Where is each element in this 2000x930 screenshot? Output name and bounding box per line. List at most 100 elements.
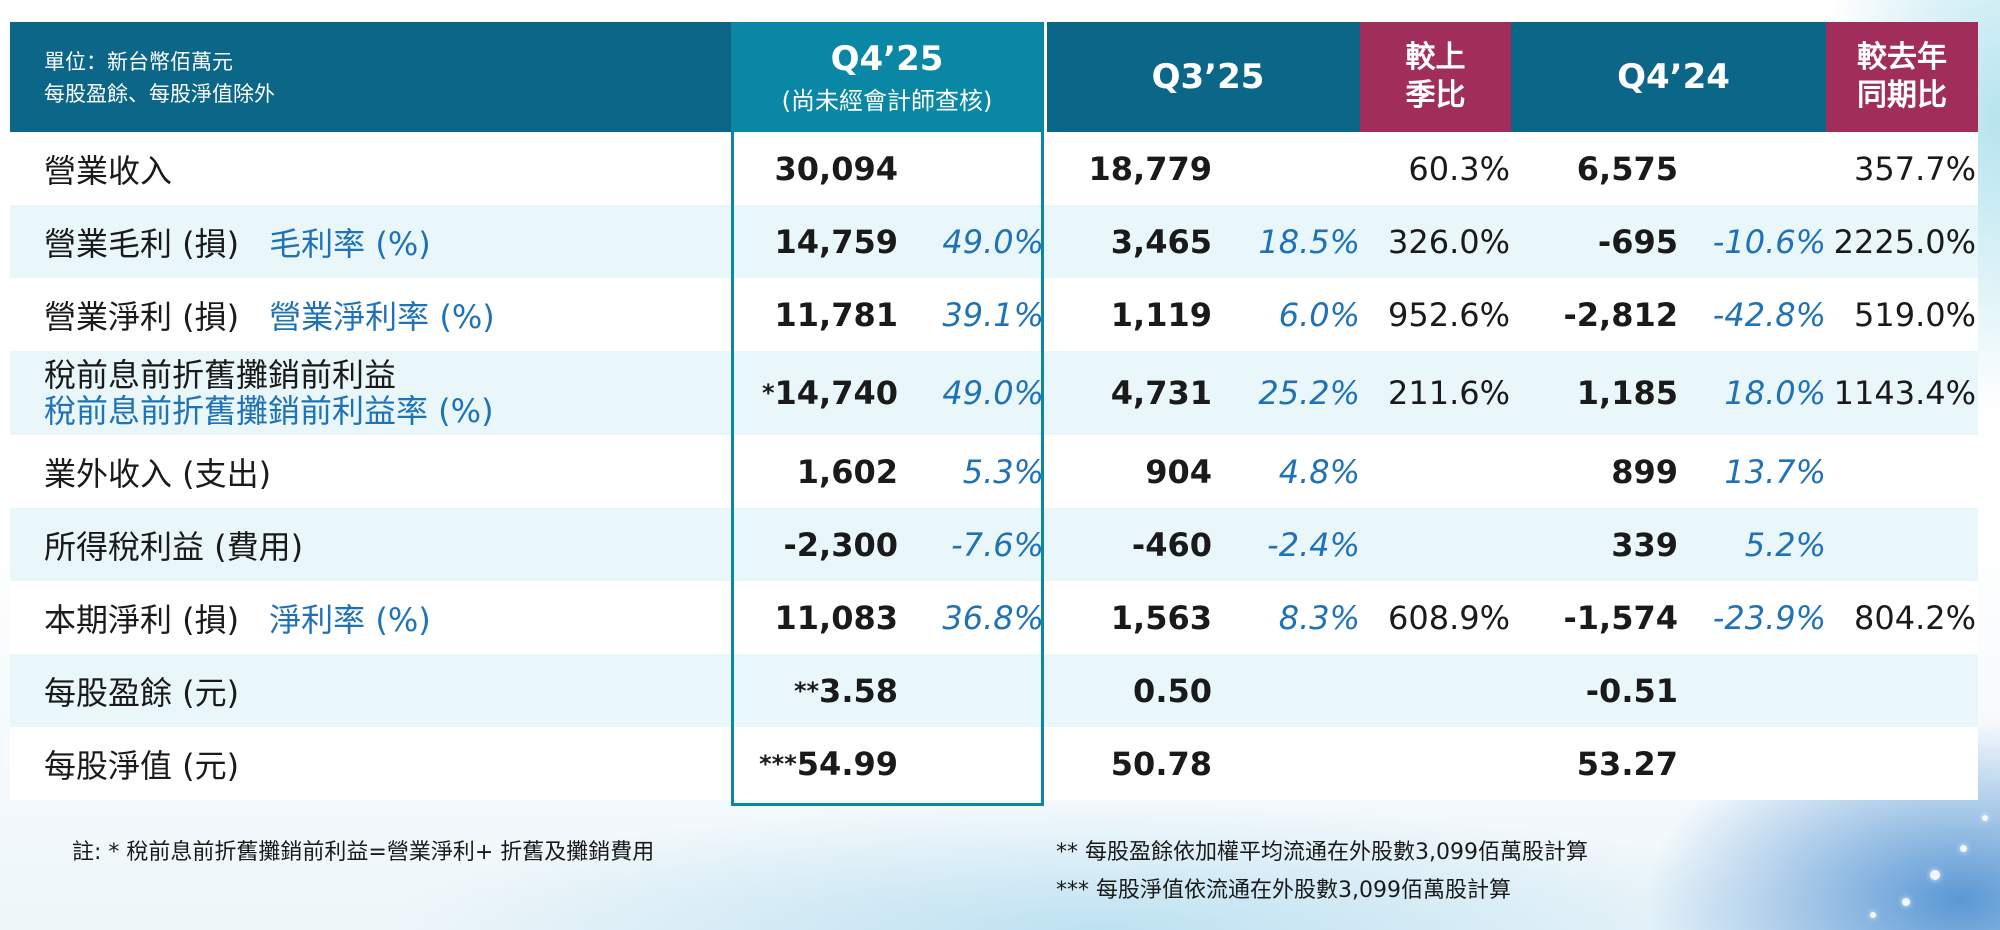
q4-24-ratio: -10.6% [1712,222,1826,261]
row-label-text: 每股盈餘 (元) [44,673,240,712]
unit-note: 單位：新台幣佰萬元 每股盈餘、每股淨值除外 [44,46,275,110]
footnote-mark: ** [793,676,820,705]
qoq-value: 608.9% [1387,598,1510,637]
header-qoq-line-2: 季比 [1405,78,1466,113]
q4-25-ratio: 36.8% [942,598,1044,637]
row-label-text: 業外收入 (支出) [44,454,272,493]
row-label: 每股盈餘 (元) [44,654,239,727]
q4-25-ratio: 5.3% [962,452,1044,491]
header-yoy-line-2: 同期比 [1857,78,1947,113]
row-label-text: 本期淨利 (損) [44,600,240,639]
unit-line-2: 每股盈餘、每股淨值除外 [44,82,275,106]
row-label: 營業收入 [44,132,172,205]
row-ratio-label: 營業淨利率 (%) [269,297,495,336]
table-row: 每股盈餘 (元) ** 3.58 0.50 -0.51 [10,654,1978,727]
q4-24-ratio: -42.8% [1712,295,1826,334]
q4-25-value: 30,094 [774,149,898,188]
unit-line-1: 單位：新台幣佰萬元 [44,50,233,74]
q4-24-value: 53.27 [1576,744,1678,783]
q4-25-value: *** 54.99 [740,727,898,800]
header-q4-24: Q4’24 [1511,22,1836,132]
q3-25-value: 1,119 [1110,295,1212,334]
header-q4-24-label: Q4’24 [1617,57,1730,97]
financial-table: 營業收入 30,094 18,779 60.3% 6,575 357.7% 營業… [10,132,1978,800]
footnote-mark: *** [759,749,797,778]
row-label: 業外收入 (支出) [44,435,271,508]
q3-25-value: -460 [1131,525,1212,564]
header-yoy: 較去年 同期比 [1826,22,1978,132]
q4-25-value: * 14,740 [740,351,898,435]
q4-25-ratio: 39.1% [942,295,1044,334]
row-label-text: 營業淨利 (損) [44,297,240,336]
row-label: 稅前息前折舊攤銷前利益 稅前息前折舊攤銷前利益率 (%) [44,351,494,435]
row-label-text: 營業毛利 (損) [44,224,240,263]
yoy-value: 357.7% [1853,149,1976,188]
yoy-value: 2225.0% [1833,222,1976,261]
q4-25-ratio: -7.6% [951,525,1044,564]
q3-25-value: 4,731 [1110,374,1212,412]
q4-24-ratio: 13.7% [1724,452,1826,491]
table-row: 營業收入 30,094 18,779 60.3% 6,575 357.7% [10,132,1978,205]
row-label: 每股淨值 (元) [44,727,239,800]
table-row: 所得稅利益 (費用) -2,300 -7.6% -460 -2.4% 339 5… [10,508,1978,581]
q4-25-value: -2,300 [783,525,899,564]
q3-25-value: 50.78 [1110,744,1212,783]
header-q4-25-subtitle: (尚未經會計師查核) [781,86,993,115]
row-label-text: 每股淨值 (元) [44,746,240,785]
sparkle-dot [1960,845,1967,852]
q3-25-value: 3,465 [1110,222,1212,261]
table-header: 單位：新台幣佰萬元 每股盈餘、每股淨值除外 Q4’25 (尚未經會計師查核) Q… [10,22,1978,132]
q3-25-value: 18,779 [1088,149,1212,188]
yoy-value: 1143.4% [1833,374,1976,412]
q3-25-ratio: 8.3% [1278,598,1360,637]
q4-25-ratio: 49.0% [942,222,1044,261]
header-q4-25: Q4’25 (尚未經會計師查核) [731,22,1043,132]
q4-25-value: 1,602 [796,452,898,491]
qoq-value: 60.3% [1408,149,1510,188]
table-row: 每股淨值 (元) *** 54.99 50.78 53.27 [10,727,1978,800]
header-q4-25-label: Q4’25 [830,38,944,79]
q4-24-ratio: 18.0% [1724,374,1826,412]
qoq-value: 211.6% [1387,374,1510,412]
q4-24-value: -0.51 [1585,671,1678,710]
q4-24-ratio: -23.9% [1712,598,1826,637]
table-row: 營業毛利 (損) 毛利率 (%) 14,759 49.0% 3,465 18.5%… [10,205,1978,278]
header-qoq: 較上 季比 [1360,22,1511,132]
q4-24-value: -1,574 [1563,598,1679,637]
sparkle-dot [1870,912,1876,918]
row-label: 營業毛利 (損) 毛利率 (%) [44,205,431,278]
q4-24-value: 339 [1611,525,1678,564]
row-ratio-label: 稅前息前折舊攤銷前利益率 (%) [44,392,494,430]
q4-24-value: 6,575 [1576,149,1678,188]
row-ratio-label: 淨利率 (%) [269,600,431,639]
q4-25-value: 11,781 [774,295,898,334]
row-label-text: 稅前息前折舊攤銷前利益 [44,356,397,394]
q3-25-value: 0.50 [1133,671,1212,710]
q4-25-ratio: 49.0% [942,374,1044,412]
header-q3-25: Q3’25 [1046,22,1370,132]
footnote-bvps: *** 每股淨值依流通在外股數3,099佰萬股計算 [1056,878,1511,903]
q4-25-value: ** 3.58 [740,654,898,727]
q3-25-ratio: -2.4% [1267,525,1360,564]
q4-25-value: 11,083 [774,598,898,637]
footnote-ebitda: 註: * 稅前息前折舊攤銷前利益=營業淨利+ 折舊及攤銷費用 [72,840,655,865]
sparkle-dot [1930,870,1940,880]
header-yoy-line-1: 較去年 [1857,40,1947,75]
row-label: 所得稅利益 (費用) [44,508,303,581]
row-ratio-label: 毛利率 (%) [269,224,431,263]
table-row: 業外收入 (支出) 1,602 5.3% 904 4.8% 899 13.7% [10,435,1978,508]
footnote-eps: ** 每股盈餘依加權平均流通在外股數3,099佰萬股計算 [1056,840,1588,865]
row-label: 本期淨利 (損) 淨利率 (%) [44,581,431,654]
header-q3-25-label: Q3’25 [1151,57,1265,97]
q3-25-ratio: 4.8% [1278,452,1360,491]
q4-24-value: 1,185 [1576,374,1678,412]
q3-25-ratio: 18.5% [1258,222,1360,261]
q3-25-value: 904 [1145,452,1212,491]
q4-24-value: -695 [1597,222,1678,261]
yoy-value: 804.2% [1853,598,1976,637]
q4-25-number: 54.99 [796,744,898,783]
q4-24-value: -2,812 [1563,295,1679,334]
table-row: 稅前息前折舊攤銷前利益 稅前息前折舊攤銷前利益率 (%) * 14,740 49.… [10,351,1978,435]
row-label: 營業淨利 (損) 營業淨利率 (%) [44,278,495,351]
q4-25-value: 14,759 [774,222,898,261]
